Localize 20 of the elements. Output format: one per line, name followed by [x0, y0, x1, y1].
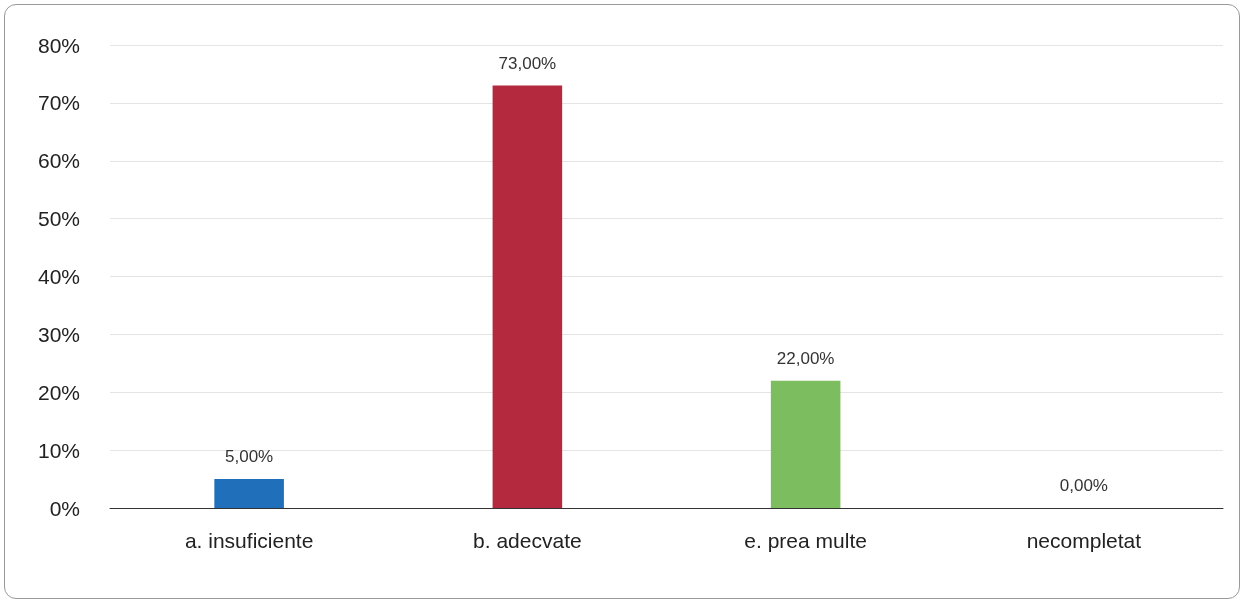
- x-tick-label: b. adecvate: [473, 529, 582, 552]
- x-tick-label: e. prea multe: [744, 529, 867, 552]
- y-tick-label: 30%: [37, 322, 80, 346]
- x-tick-label: a. insuficiente: [184, 529, 314, 552]
- bar: [492, 85, 563, 508]
- y-tick-label: 40%: [37, 265, 80, 288]
- y-tick-label: 50%: [37, 207, 80, 231]
- x-tick-label: necompletat: [1026, 529, 1142, 552]
- y-tick-label: 60%: [37, 149, 80, 173]
- y-tick-label: 20%: [37, 380, 80, 404]
- data-label: 22,00%: [776, 348, 835, 368]
- y-tick-label: 70%: [37, 91, 80, 115]
- bar: [770, 380, 841, 508]
- data-label: 73,00%: [498, 53, 557, 73]
- bar: [214, 479, 284, 508]
- data-label: 0,00%: [1059, 476, 1108, 495]
- y-tick-label: 10%: [37, 438, 80, 462]
- data-label: 5,00%: [225, 447, 274, 467]
- y-tick-label: 80%: [37, 33, 80, 57]
- y-tick-label: 0%: [49, 496, 80, 520]
